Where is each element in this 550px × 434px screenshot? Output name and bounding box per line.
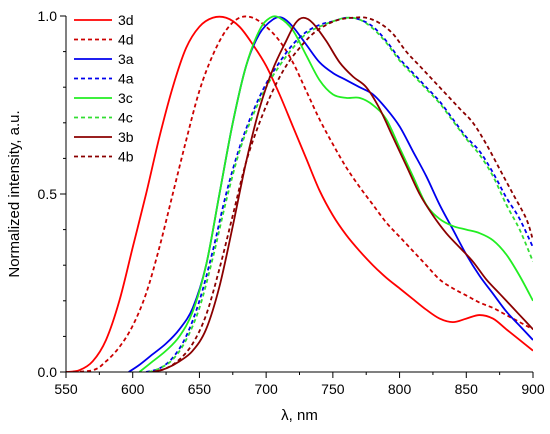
x-tick-label-850: 850 <box>455 381 479 397</box>
legend-label-3b: 3b <box>118 129 134 145</box>
axes: 550 600 650 700 750 800 850 900 0.0 0.5 1.0 λ, nm No… <box>6 8 545 424</box>
x-axis-title: λ, nm <box>281 407 318 424</box>
legend: 3d 4d 3a 4a 3c 4c 3b 4b <box>74 12 134 165</box>
series-line-3c <box>138 15 533 372</box>
plot-area <box>66 15 533 372</box>
y-tick-label-2: 1.0 <box>38 8 58 24</box>
y-tick-label-0: 0.0 <box>38 364 58 380</box>
x-tick-label-650: 650 <box>188 381 212 397</box>
x-tick-label-900: 900 <box>521 381 545 397</box>
x-tick-label-750: 750 <box>321 381 345 397</box>
y-axis-title: Normalized intensity, a.u. <box>6 110 23 277</box>
series-line-4d <box>66 15 533 372</box>
series-line-4b <box>152 16 533 372</box>
x-tick-label-700: 700 <box>254 381 278 397</box>
legend-label-3a: 3a <box>118 51 134 67</box>
x-tick-label-600: 600 <box>121 381 145 397</box>
series-line-3d <box>66 15 533 372</box>
legend-label-4a: 4a <box>118 71 134 87</box>
y-tick-label-1: 0.5 <box>38 186 58 202</box>
legend-label-4c: 4c <box>118 110 133 126</box>
series-line-3b <box>152 16 533 372</box>
series-line-4c <box>148 16 533 372</box>
legend-label-3c: 3c <box>118 90 133 106</box>
legend-label-4d: 4d <box>118 32 134 48</box>
x-tick-label-550: 550 <box>54 381 78 397</box>
x-tick-label-800: 800 <box>388 381 412 397</box>
legend-label-3d: 3d <box>118 12 134 28</box>
legend-label-4b: 4b <box>118 149 134 165</box>
